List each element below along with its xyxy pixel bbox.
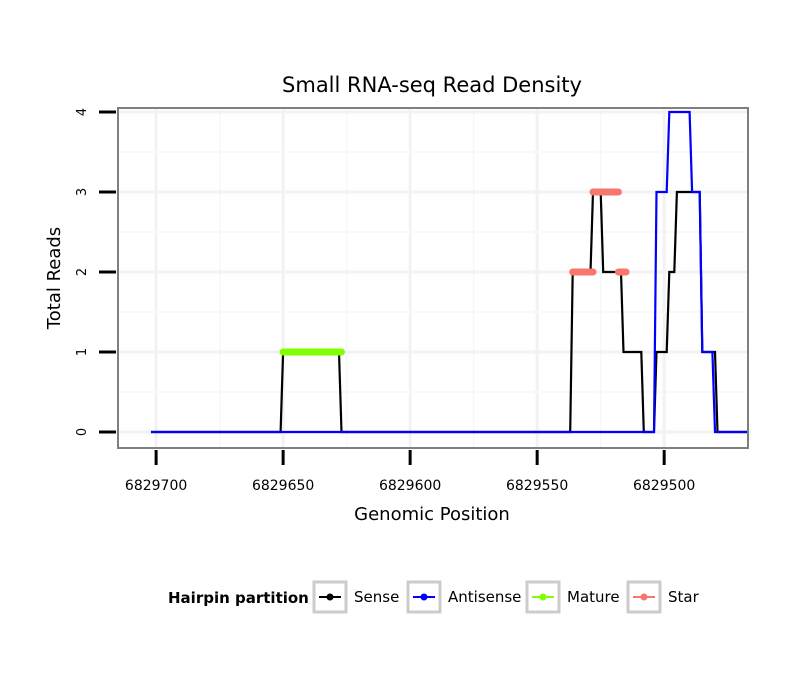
x-tick-label: 6829500 <box>633 478 695 494</box>
x-tick-label: 6829650 <box>252 478 314 494</box>
legend-key-dot <box>539 593 547 601</box>
x-tick-label: 6829600 <box>379 478 441 494</box>
legend-label-star: Star <box>668 588 700 606</box>
legend: Hairpin partition Sense Antisense Mature St… <box>168 580 700 614</box>
y-tick-label: 2 <box>75 268 90 276</box>
legend-label-mature: Mature <box>567 588 620 606</box>
y-tick-label: 0 <box>75 428 90 436</box>
y-tick-label: 4 <box>75 108 90 116</box>
y-axis-label: Total Reads <box>44 227 65 330</box>
y-tick-label: 3 <box>75 188 90 196</box>
x-axis: 6829700 6829650 6829600 6829550 6829500 <box>125 450 695 494</box>
x-axis-label: Genomic Position <box>354 504 510 525</box>
legend-key-dot <box>640 593 648 601</box>
series-layer <box>151 110 748 434</box>
y-axis: 0 1 2 3 4 <box>75 108 116 436</box>
y-tick-label: 1 <box>75 348 90 356</box>
series-line-antisense <box>151 110 748 434</box>
legend-label-sense: Sense <box>354 588 399 606</box>
legend-title: Hairpin partition <box>168 589 309 607</box>
plot-border <box>117 107 749 449</box>
legend-key-dot <box>326 593 334 601</box>
legend-label-antisense: Antisense <box>448 588 521 606</box>
legend-key-dot <box>420 593 428 601</box>
x-tick-label: 6829700 <box>125 478 187 494</box>
x-tick-label: 6829550 <box>506 478 568 494</box>
chart-title: Small RNA-seq Read Density <box>282 73 582 97</box>
